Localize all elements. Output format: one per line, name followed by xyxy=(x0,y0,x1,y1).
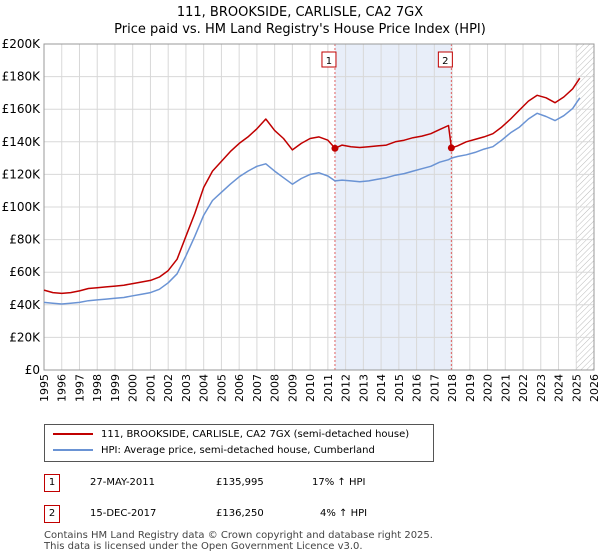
y-tick-label: £100K xyxy=(2,200,42,214)
sale-annotation-box xyxy=(321,51,337,68)
chart-legend: 111, BROOKSIDE, CARLISLE, CA2 7GX (semi-… xyxy=(44,424,434,462)
x-tick-label: 2016 xyxy=(411,374,424,402)
chart-title-line2: Price paid vs. HM Land Registry's House … xyxy=(114,22,486,37)
x-tick-label: 2005 xyxy=(215,374,228,402)
chart-title-line1: 111, BROOKSIDE, CARLISLE, CA2 7GX xyxy=(176,5,424,20)
sale-annotation-number: 2 xyxy=(442,56,448,67)
x-tick-label: 2007 xyxy=(251,374,264,402)
y-tick-label: £20K xyxy=(9,330,41,344)
footer-line2: This data is licensed under the Open Gov… xyxy=(44,541,363,552)
x-tick-label: 2022 xyxy=(517,374,530,402)
sale-annotation-label: 2 xyxy=(437,51,453,68)
x-tick-label: 2006 xyxy=(233,374,246,402)
transaction-hpi-diff: 17% ↑ HPI xyxy=(312,477,366,488)
transaction-date: 27-MAY-2011 xyxy=(90,477,156,488)
sale-annotation-number: 1 xyxy=(326,56,332,67)
x-tick-label: 1997 xyxy=(73,374,86,402)
y-tick-label: £200K xyxy=(2,37,42,51)
legend-swatch-hpi xyxy=(53,449,93,451)
y-tick-label: £80K xyxy=(9,233,41,247)
transaction-number-badge: 1 xyxy=(44,474,60,492)
x-tick-label: 2003 xyxy=(180,374,193,402)
transaction-row: 2 15-DEC-2017 £136,250 4% ↑ HPI xyxy=(44,505,564,523)
y-tick-label: £0 xyxy=(25,363,40,377)
x-tick-label: 1999 xyxy=(109,374,122,402)
y-tick-label: £140K xyxy=(2,135,42,149)
x-tick-label: 2004 xyxy=(198,374,211,402)
x-tick-label: 2011 xyxy=(322,374,335,402)
transaction-hpi-diff: 4% ↑ HPI xyxy=(320,508,368,519)
y-tick-label: £60K xyxy=(9,265,41,279)
x-tick-label: 1996 xyxy=(56,374,69,402)
x-tick-label: 2025 xyxy=(570,374,583,402)
x-tick-label: 2026 xyxy=(588,374,600,402)
x-tick-label: 2001 xyxy=(144,374,157,402)
x-tick-label: 2002 xyxy=(162,374,175,402)
transaction-price: £135,995 xyxy=(216,477,264,488)
x-tick-label: 1998 xyxy=(91,374,104,402)
x-tick-label: 2021 xyxy=(499,374,512,402)
legend-label-property: 111, BROOKSIDE, CARLISLE, CA2 7GX (semi-… xyxy=(101,429,410,440)
y-tick-label: £120K xyxy=(2,167,42,181)
transaction-row: 1 27-MAY-2011 £135,995 17% ↑ HPI xyxy=(44,474,564,492)
x-tick-label: 2020 xyxy=(482,374,495,402)
x-tick-label: 2010 xyxy=(304,374,317,402)
legend-item-property: 111, BROOKSIDE, CARLISLE, CA2 7GX (semi-… xyxy=(53,427,409,443)
x-tick-label: 2019 xyxy=(464,374,477,402)
sale-point xyxy=(447,144,455,152)
footer-line1: Contains HM Land Registry data © Crown c… xyxy=(44,530,433,541)
x-tick-label: 2009 xyxy=(286,374,299,402)
transaction-price: £136,250 xyxy=(216,508,264,519)
x-tick-label: 2000 xyxy=(127,374,140,402)
x-tick-label: 1995 xyxy=(38,374,51,402)
y-tick-label: £180K xyxy=(2,70,42,84)
sale-annotation-label: 1 xyxy=(321,51,337,68)
x-tick-label: 2017 xyxy=(428,374,441,402)
y-tick-label: £160K xyxy=(2,102,42,116)
x-tick-label: 2024 xyxy=(553,374,566,402)
plot-frame xyxy=(43,43,595,371)
y-tick-label: £40K xyxy=(9,298,41,312)
legend-item-hpi: HPI: Average price, semi-detached house,… xyxy=(53,443,375,459)
hpi-line xyxy=(43,97,581,305)
legend-swatch-property xyxy=(53,433,93,435)
chart-title: 111, BROOKSIDE, CARLISLE, CA2 7GX Price … xyxy=(0,4,600,38)
sale-annotation-box xyxy=(437,51,453,68)
transaction-number-badge: 2 xyxy=(44,505,60,523)
x-tick-label: 2014 xyxy=(375,374,388,402)
sale-point xyxy=(331,144,339,152)
x-tick-label: 2012 xyxy=(340,374,353,402)
legend-label-hpi: HPI: Average price, semi-detached house,… xyxy=(101,445,375,456)
x-tick-label: 2015 xyxy=(393,374,406,402)
x-tick-label: 2018 xyxy=(446,374,459,402)
property-price-line xyxy=(43,77,581,295)
transaction-date: 15-DEC-2017 xyxy=(90,508,157,519)
x-tick-label: 2023 xyxy=(535,374,548,402)
x-tick-label: 2013 xyxy=(357,374,370,402)
x-tick-label: 2008 xyxy=(269,374,282,402)
price-chart: £0 £20K £40K £60K £80K £100K £120K £140K £160K £1… xyxy=(2,37,600,402)
footer-attribution: Contains HM Land Registry data © Crown c… xyxy=(44,530,433,552)
